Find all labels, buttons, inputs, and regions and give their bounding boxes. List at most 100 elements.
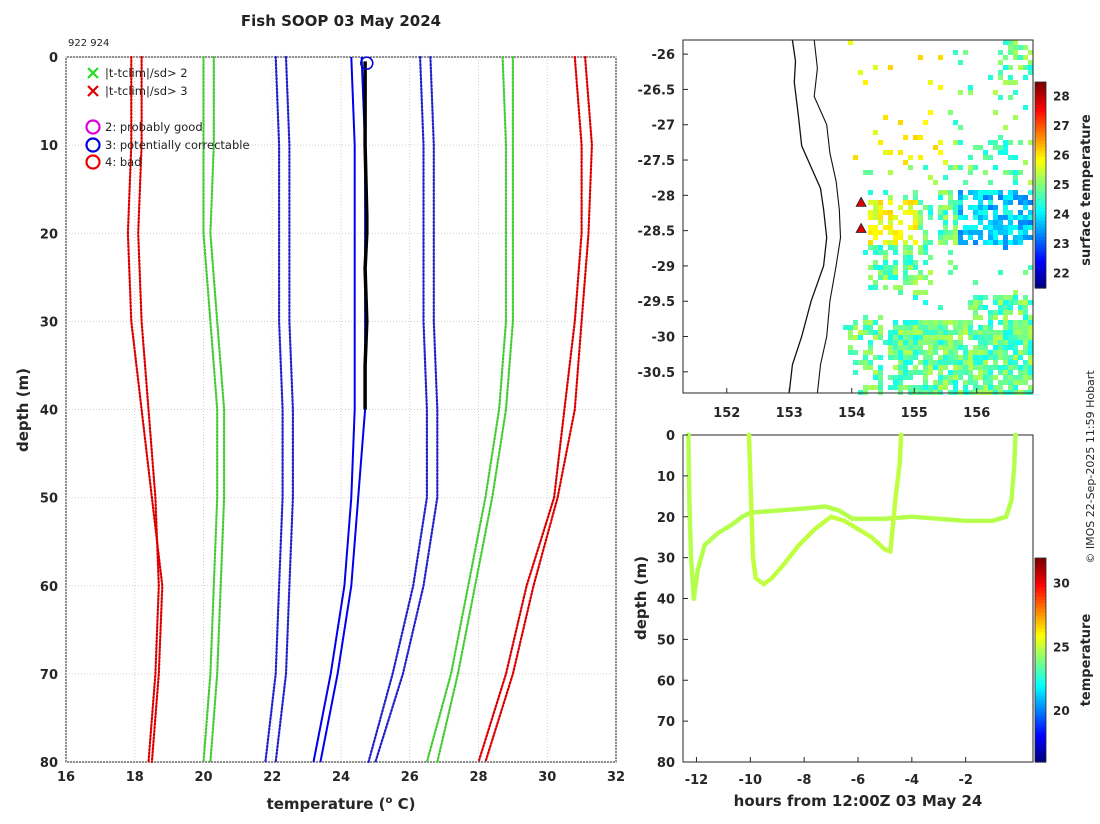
sst-pixel [918,135,923,140]
sst-pixel [988,325,993,330]
sst-pixel [973,145,978,150]
sst-pixel [948,360,953,365]
sst-pixel [963,195,968,200]
sst-pixel [1023,310,1028,315]
map-xtick-label: 152 [713,406,740,421]
sst-pixel [903,355,908,360]
sst-pixel [978,210,983,215]
colorbar-band [1035,755,1046,760]
colorbar-band [1035,249,1046,254]
ts-xlabel: hours from 12:00Z 03 May 24 [734,792,983,810]
sst-pixel [868,245,873,250]
sst-pixel [993,110,998,115]
sst-pixel [873,205,878,210]
sst-pixel [923,375,928,380]
sst-pixel [868,330,873,335]
sst-pixel [863,330,868,335]
sst-pixel [988,330,993,335]
colorbar-band [1035,120,1046,125]
colorbar-band [1035,143,1046,147]
sst-pixel [883,115,888,120]
sst-pixel [908,210,913,215]
sst-pixel [868,320,873,325]
sst-pixel [898,340,903,345]
colorbar-band [1035,736,1046,741]
climatology-line [126,55,164,764]
sst-pixel [963,350,968,355]
ts-ytick-label: 70 [657,715,675,730]
sst-pixel [913,200,918,205]
sst-pixel [908,320,913,325]
sst-pixel [928,270,933,275]
sst-pixel [993,190,998,195]
sst-pixel [858,360,863,365]
sst-pixel [903,270,908,275]
sst-pixel [1023,105,1028,110]
sst-pixel [1003,370,1008,375]
sst-pixel [923,250,928,255]
sst-pixel [928,335,933,340]
colorbar-band [1035,570,1046,575]
sst-pixel [898,235,903,240]
sst-map: 152 153 154 155 156 -26 -26.5 -27 -27.5 -28 -28.5 -… [638,39,1094,421]
colorbar-band [1035,704,1046,709]
sst-pixel [918,320,923,325]
sst-pixel [898,380,903,385]
sst-pixel [1013,290,1018,295]
sst-pixel [873,355,878,360]
sst-pixel [958,355,963,360]
colorbar-band [1035,637,1046,642]
sst-pixel [1018,370,1023,375]
legend-label: 3: potentially correctable [105,138,250,152]
sst-pixel [968,230,973,235]
sst-pixel [873,330,878,335]
sst-pixel [903,260,908,265]
map-xtick-label: 154 [838,406,865,421]
colorbar-band [1035,236,1046,241]
sst-pixel [928,340,933,345]
sst-pixel [928,350,933,355]
sst-pixel [938,320,943,325]
sst-pixel [888,170,893,175]
map-xtick-label: 156 [963,406,990,421]
sst-pixel [888,270,893,275]
sst-pixel [878,200,883,205]
sst-pixel [893,250,898,255]
sst-pixel [848,350,853,355]
sst-pixel [933,180,938,185]
sst-pixel [988,380,993,385]
colorbar-band [1035,259,1046,263]
sst-pixel [983,340,988,345]
sst-pixel [968,335,973,340]
sst-pixel [878,210,883,215]
isobath [813,39,842,394]
sst-pixel [978,315,983,320]
colorbar-band [1035,599,1046,604]
sst-pixel [873,250,878,255]
sst-pixel [1023,230,1028,235]
sst-pixel [923,235,928,240]
sst-pixel [918,225,923,230]
sst-pixel [983,325,988,330]
sst-pixel [938,375,943,380]
sst-pixel [963,215,968,220]
sst-pixel [973,350,978,355]
legend-label: |t-tclim|/sd> 2 [105,66,188,80]
sst-pixel [988,225,993,230]
sst-pixel [938,365,943,370]
colorbar-band [1035,711,1046,715]
sst-pixel [1028,235,1033,240]
map-colorbar-tick: 22 [1053,266,1070,280]
sst-pixel [943,175,948,180]
sst-pixel [988,335,993,340]
sst-pixel [948,320,953,325]
sst-pixel [878,365,883,370]
sst-pixel [878,385,883,390]
sst-pixel [1003,350,1008,355]
sst-pixel [958,190,963,195]
sst-pixel [988,320,993,325]
colorbar-band [1035,223,1046,228]
sst-pixel [878,270,883,275]
sst-pixel [1003,360,1008,365]
sst-pixel [1018,305,1023,310]
